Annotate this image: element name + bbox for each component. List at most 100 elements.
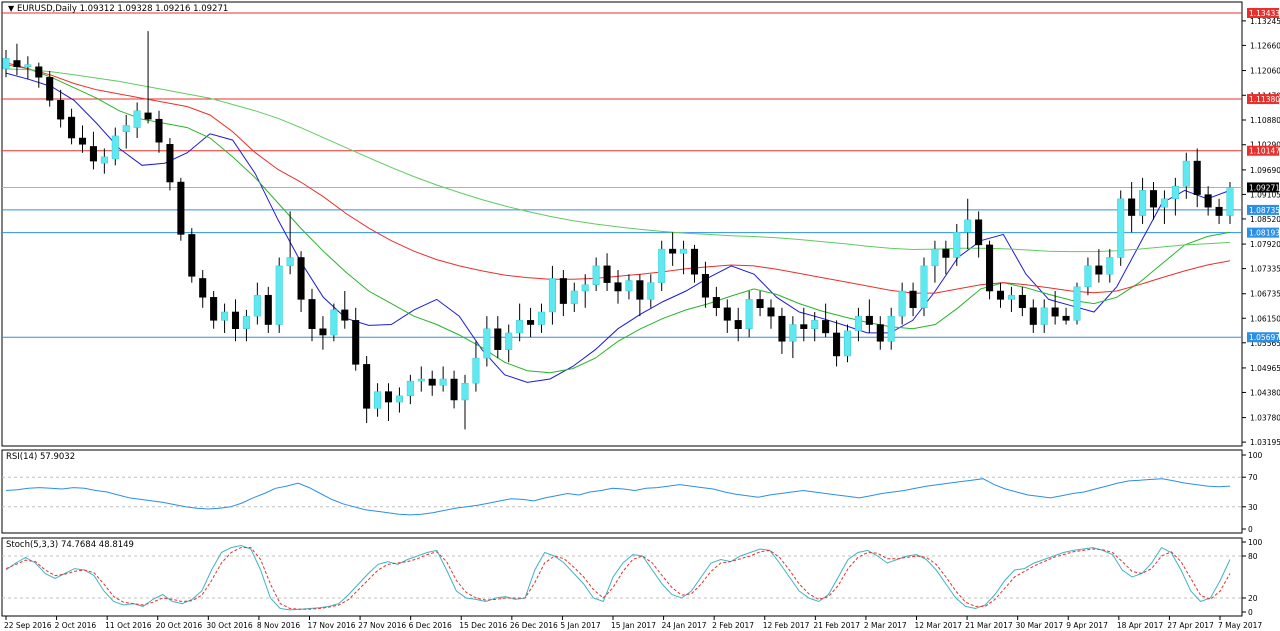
- level-label: 1.08735: [1249, 206, 1280, 215]
- bear-candle: [1128, 198, 1136, 216]
- date-tick-label: 5 Jan 2017: [560, 621, 600, 630]
- level-label-bg: [1247, 227, 1279, 238]
- bull-candle: [253, 294, 261, 317]
- bull-candle: [406, 380, 414, 397]
- current-price-bg: [1247, 182, 1279, 193]
- bear-candle: [494, 328, 502, 350]
- stoch-panel[interactable]: 100 80 20 0 Stoch(5,3,3) 74.7684 48.8149: [1, 537, 1263, 617]
- bear-candle: [1062, 315, 1070, 321]
- level-label-bg: [1247, 204, 1279, 215]
- bear-candle: [166, 144, 174, 183]
- bear-candle: [297, 257, 305, 300]
- bull-candle: [931, 248, 939, 267]
- bull-candle: [221, 311, 229, 321]
- rsi-line: [5, 478, 1231, 516]
- date-tick-label: 27 Apr 2017: [1167, 621, 1214, 630]
- bull-candle: [811, 320, 819, 329]
- bear-candle: [865, 315, 873, 325]
- price-tick-label: 1.05565: [1250, 339, 1280, 348]
- axis-tick-label: 20: [1248, 594, 1258, 603]
- bear-candle: [636, 280, 644, 300]
- date-tick-label: 11 Oct 2016: [105, 621, 152, 630]
- level-label-bg: [1247, 94, 1279, 105]
- bull-candle: [505, 332, 513, 350]
- level-label: 1.08193: [1249, 229, 1280, 238]
- bull-candle: [122, 125, 130, 132]
- date-tick-label: 7 May 2017: [1218, 621, 1262, 630]
- bear-candle: [669, 248, 677, 254]
- bear-candle: [46, 77, 54, 101]
- bear-candle: [975, 219, 983, 246]
- bull-candle: [133, 110, 141, 128]
- bull-candle: [920, 265, 928, 309]
- date-tick-label: 18 Apr 2017: [1117, 621, 1164, 630]
- main-line: [5, 544, 1231, 611]
- bear-candle: [559, 278, 567, 304]
- date-tick-label: 2 Feb 2017: [712, 621, 754, 630]
- bear-candle: [13, 60, 21, 68]
- bull-candle: [1182, 160, 1190, 187]
- bear-candle: [1193, 160, 1201, 195]
- bear-candle: [1095, 265, 1103, 275]
- bear-candle: [756, 299, 764, 309]
- bear-candle: [155, 118, 163, 143]
- current-price-label: 1.09271: [1249, 183, 1280, 192]
- chart-title-group: ▼ EURUSD,Daily 1.09312 1.09328 1.09216 1…: [8, 4, 228, 14]
- date-tick-label: 9 Apr 2017: [1066, 621, 1108, 630]
- date-tick-label: 30 Oct 2016: [206, 621, 253, 630]
- bear-candle: [308, 299, 316, 329]
- bear-candle: [734, 320, 742, 329]
- level-label: 1.13433: [1249, 9, 1280, 18]
- bear-candle: [177, 181, 185, 235]
- bull-candle: [658, 248, 666, 283]
- bear-candle: [341, 309, 349, 321]
- bear-candle: [363, 364, 371, 409]
- bull-candle: [953, 232, 961, 258]
- date-tick-label: 6 Dec 2016: [409, 621, 452, 630]
- bear-candle: [1149, 190, 1158, 208]
- bear-candle: [909, 290, 917, 309]
- price-panel[interactable]: 1.132451.126601.120601.114701.108801.102…: [1, 1, 1280, 447]
- date-tick-label: 8 Nov 2016: [257, 621, 300, 630]
- bear-candle: [450, 378, 458, 401]
- main-line: [5, 478, 1231, 516]
- date-tick-label: 30 Mar 2017: [1016, 621, 1064, 630]
- bear-candle: [986, 244, 994, 292]
- level-label: 1.11380: [1249, 95, 1280, 104]
- price-tick-label: 1.08520: [1250, 215, 1280, 224]
- collapse-arrow-icon[interactable]: ▼: [8, 4, 15, 13]
- date-axis: 22 Sep 2016 2 Oct 2016 11 Oct 2016 20 Oct 2…: [4, 616, 1262, 630]
- date-tick-label: 27 Nov 2016: [358, 621, 406, 630]
- bear-candle: [199, 278, 207, 298]
- bear-candle: [1051, 307, 1059, 317]
- bull-candle: [483, 328, 491, 359]
- bull-candle: [275, 265, 283, 325]
- axis-tick-label: 100: [1248, 451, 1263, 460]
- bull-candle: [100, 156, 108, 164]
- date-tick-label: 17 Nov 2016: [308, 621, 356, 630]
- price-tick-label: 1.04380: [1250, 388, 1280, 397]
- bull-candle: [537, 311, 546, 325]
- rsi-panel[interactable]: 100 70 30 0 RSI(14) 57.9032: [1, 449, 1263, 534]
- bull-candle: [789, 324, 797, 342]
- bull-candle: [330, 309, 338, 336]
- bull-candle: [374, 391, 382, 409]
- date-tick-label: 21 Feb 2017: [813, 621, 860, 630]
- bear-candle: [876, 324, 884, 342]
- bear-candle: [767, 307, 775, 317]
- bear-candle: [833, 332, 841, 357]
- bull-candle: [647, 282, 655, 300]
- price-level-labels: 1.13433 1.11380 1.10147 1.08735 1.08193 1.056…: [1247, 7, 1280, 343]
- bull-candle: [1073, 286, 1081, 321]
- bear-candle: [701, 273, 709, 298]
- moving-average-line: [5, 72, 1231, 383]
- date-tick-label: 26 Dec 2016: [510, 621, 558, 630]
- bear-candle: [614, 282, 622, 292]
- stoch-title: Stoch(5,3,3) 74.7684 48.8149: [6, 540, 134, 550]
- bull-candle: [1160, 198, 1168, 208]
- bear-candle: [690, 248, 699, 275]
- bear-candle: [319, 328, 327, 336]
- price-tick-label: 1.09690: [1250, 166, 1280, 175]
- price-axis: 1.132451.126601.120601.114701.108801.102…: [1242, 17, 1280, 447]
- bear-candle: [778, 315, 786, 342]
